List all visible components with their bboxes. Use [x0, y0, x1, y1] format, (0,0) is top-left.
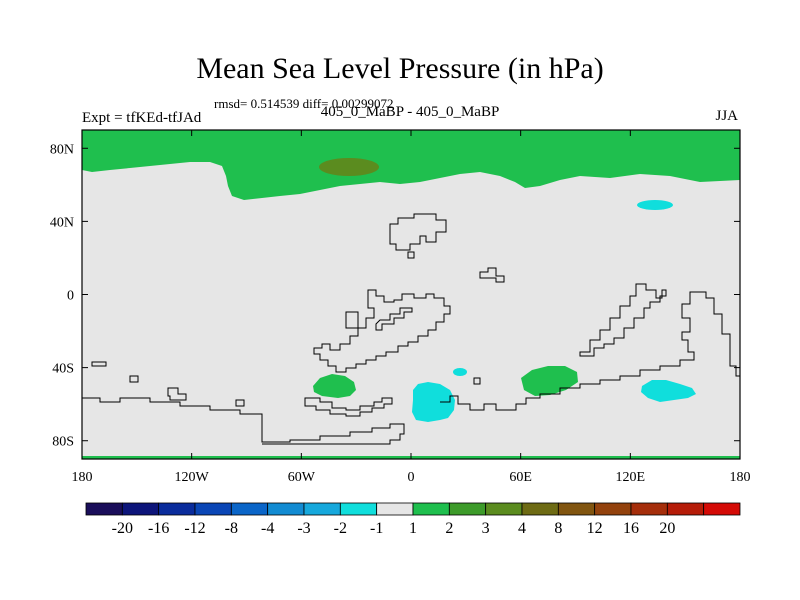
colorbar-swatch	[121, 502, 160, 516]
x-tick-label: 120E	[616, 470, 646, 485]
colorbar-label: 16	[623, 520, 639, 537]
colorbar-label: -3	[297, 520, 310, 537]
axes: 180 120W 60W 0 60E 120E 180 80N 40N 0 40S 80S	[50, 130, 751, 485]
colorbar-swatch	[303, 502, 341, 516]
colorbar-label: -2	[334, 520, 347, 537]
x-tick-label: 180	[730, 470, 751, 485]
colorbar-label: 3	[482, 520, 490, 537]
colorbar-swatch	[485, 502, 523, 516]
x-tick-label: 0	[408, 470, 415, 485]
coastline-small	[473, 377, 481, 385]
colorbar-swatch	[703, 502, 741, 516]
colorbar-label: -1	[370, 520, 383, 537]
colorbar-swatch	[194, 502, 232, 516]
positive-anomaly-3-4	[319, 158, 379, 176]
colorbar-swatch	[521, 502, 559, 516]
colorbar-label: -16	[148, 520, 169, 537]
colorbar-swatch	[557, 502, 596, 516]
y-tick-label: 80S	[52, 435, 74, 450]
coastline-northern	[389, 213, 447, 251]
colorbar-label: -8	[225, 520, 238, 537]
colorbar-label: 12	[587, 520, 603, 537]
colorbar-swatch	[230, 502, 269, 516]
colorbar-swatch	[594, 502, 632, 516]
positive-anomaly-band-north	[82, 130, 740, 200]
colorbar: -20 -16 -12 -8 -4 -3 -2 -1 1 2 3 4 8 12 16 20	[85, 502, 741, 537]
coastline-south-america	[313, 289, 451, 373]
colorbar-swatch	[666, 502, 705, 516]
x-tick-label: 60W	[288, 470, 316, 485]
map-plot-area	[82, 130, 740, 459]
colorbar-label: 1	[409, 520, 417, 537]
colorbar-label: 4	[518, 520, 526, 537]
colorbar-label: -20	[112, 520, 133, 537]
colorbar-label: 2	[445, 520, 453, 537]
negative-anomaly	[453, 368, 467, 376]
colorbar-swatch	[630, 502, 668, 516]
coastline-small	[304, 397, 393, 417]
colorbar-swatch	[158, 502, 196, 516]
coastline-small	[235, 399, 245, 407]
colorbar-swatch	[412, 502, 450, 516]
negative-anomaly	[412, 382, 455, 422]
coastline-small	[375, 307, 413, 331]
coastline-small	[129, 375, 139, 383]
coastline-small	[91, 361, 107, 367]
coastline-small	[345, 311, 359, 329]
coastlines	[82, 213, 740, 445]
y-tick-label: 40N	[50, 215, 74, 230]
colorbar-label: -12	[184, 520, 205, 537]
season-label: JJA	[715, 108, 738, 124]
experiment-label: Expt = tfKEd-tfJAd	[82, 110, 202, 126]
colorbar-swatch	[267, 502, 305, 516]
coastline-small	[479, 267, 505, 283]
negative-anomaly	[641, 380, 696, 402]
colorbar-swatch	[376, 502, 414, 516]
positive-anomaly	[313, 374, 356, 398]
colorbar-swatch	[339, 502, 378, 516]
chart-title: Mean Sea Level Pressure (in hPa)	[196, 52, 604, 85]
colorbar-label: -4	[261, 520, 274, 537]
y-tick-label: 0	[67, 289, 74, 304]
x-tick-label: 180	[72, 470, 93, 485]
coastline-east	[440, 291, 740, 411]
coastline-small	[407, 251, 415, 259]
negative-anomaly	[637, 200, 673, 210]
y-tick-label: 40S	[52, 362, 74, 377]
stats-label: rmsd= 0.514539 diff= 0.00299072	[214, 96, 394, 111]
coastline-east	[579, 283, 667, 357]
run-label: 405_0_MaBP - 405_0_MaBP	[320, 104, 500, 120]
y-tick-label: 80N	[50, 142, 74, 157]
colorbar-swatch	[85, 502, 123, 516]
colorbar-swatch	[448, 502, 487, 516]
x-tick-label: 120W	[175, 470, 210, 485]
x-tick-label: 60E	[509, 470, 532, 485]
coastline-small	[167, 387, 187, 401]
colorbar-label: 20	[659, 520, 675, 537]
colorbar-label: 8	[554, 520, 562, 537]
coastline-antarctica	[82, 397, 405, 445]
